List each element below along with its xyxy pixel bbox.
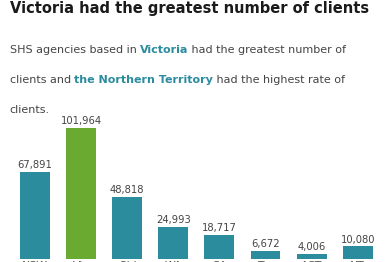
Bar (251, 251, 281, 259)
Text: 24,993: 24,993 (156, 215, 191, 225)
Text: had the greatest number of: had the greatest number of (188, 45, 346, 54)
Bar (66, 128, 96, 259)
Bar (158, 227, 188, 259)
Text: Victoria: Victoria (140, 45, 188, 54)
Text: 18,717: 18,717 (202, 223, 237, 233)
Text: 10,080: 10,080 (340, 234, 375, 245)
Bar (296, 254, 326, 259)
Text: clients and: clients and (10, 75, 74, 85)
Bar (343, 246, 373, 259)
Bar (204, 235, 234, 259)
Text: 4,006: 4,006 (298, 242, 326, 252)
Text: the Northern Territory: the Northern Territory (74, 75, 213, 85)
Text: 6,672: 6,672 (251, 239, 280, 249)
Text: had the highest rate of: had the highest rate of (213, 75, 345, 85)
Text: SHS agencies based in: SHS agencies based in (10, 45, 140, 54)
Bar (20, 172, 50, 259)
Text: clients.: clients. (10, 105, 50, 115)
Bar (112, 196, 142, 259)
Text: 48,818: 48,818 (110, 185, 144, 195)
Text: 67,891: 67,891 (18, 160, 52, 170)
Text: Victoria had the greatest number of clients: Victoria had the greatest number of clie… (10, 1, 369, 16)
Text: 101,964: 101,964 (60, 116, 102, 126)
